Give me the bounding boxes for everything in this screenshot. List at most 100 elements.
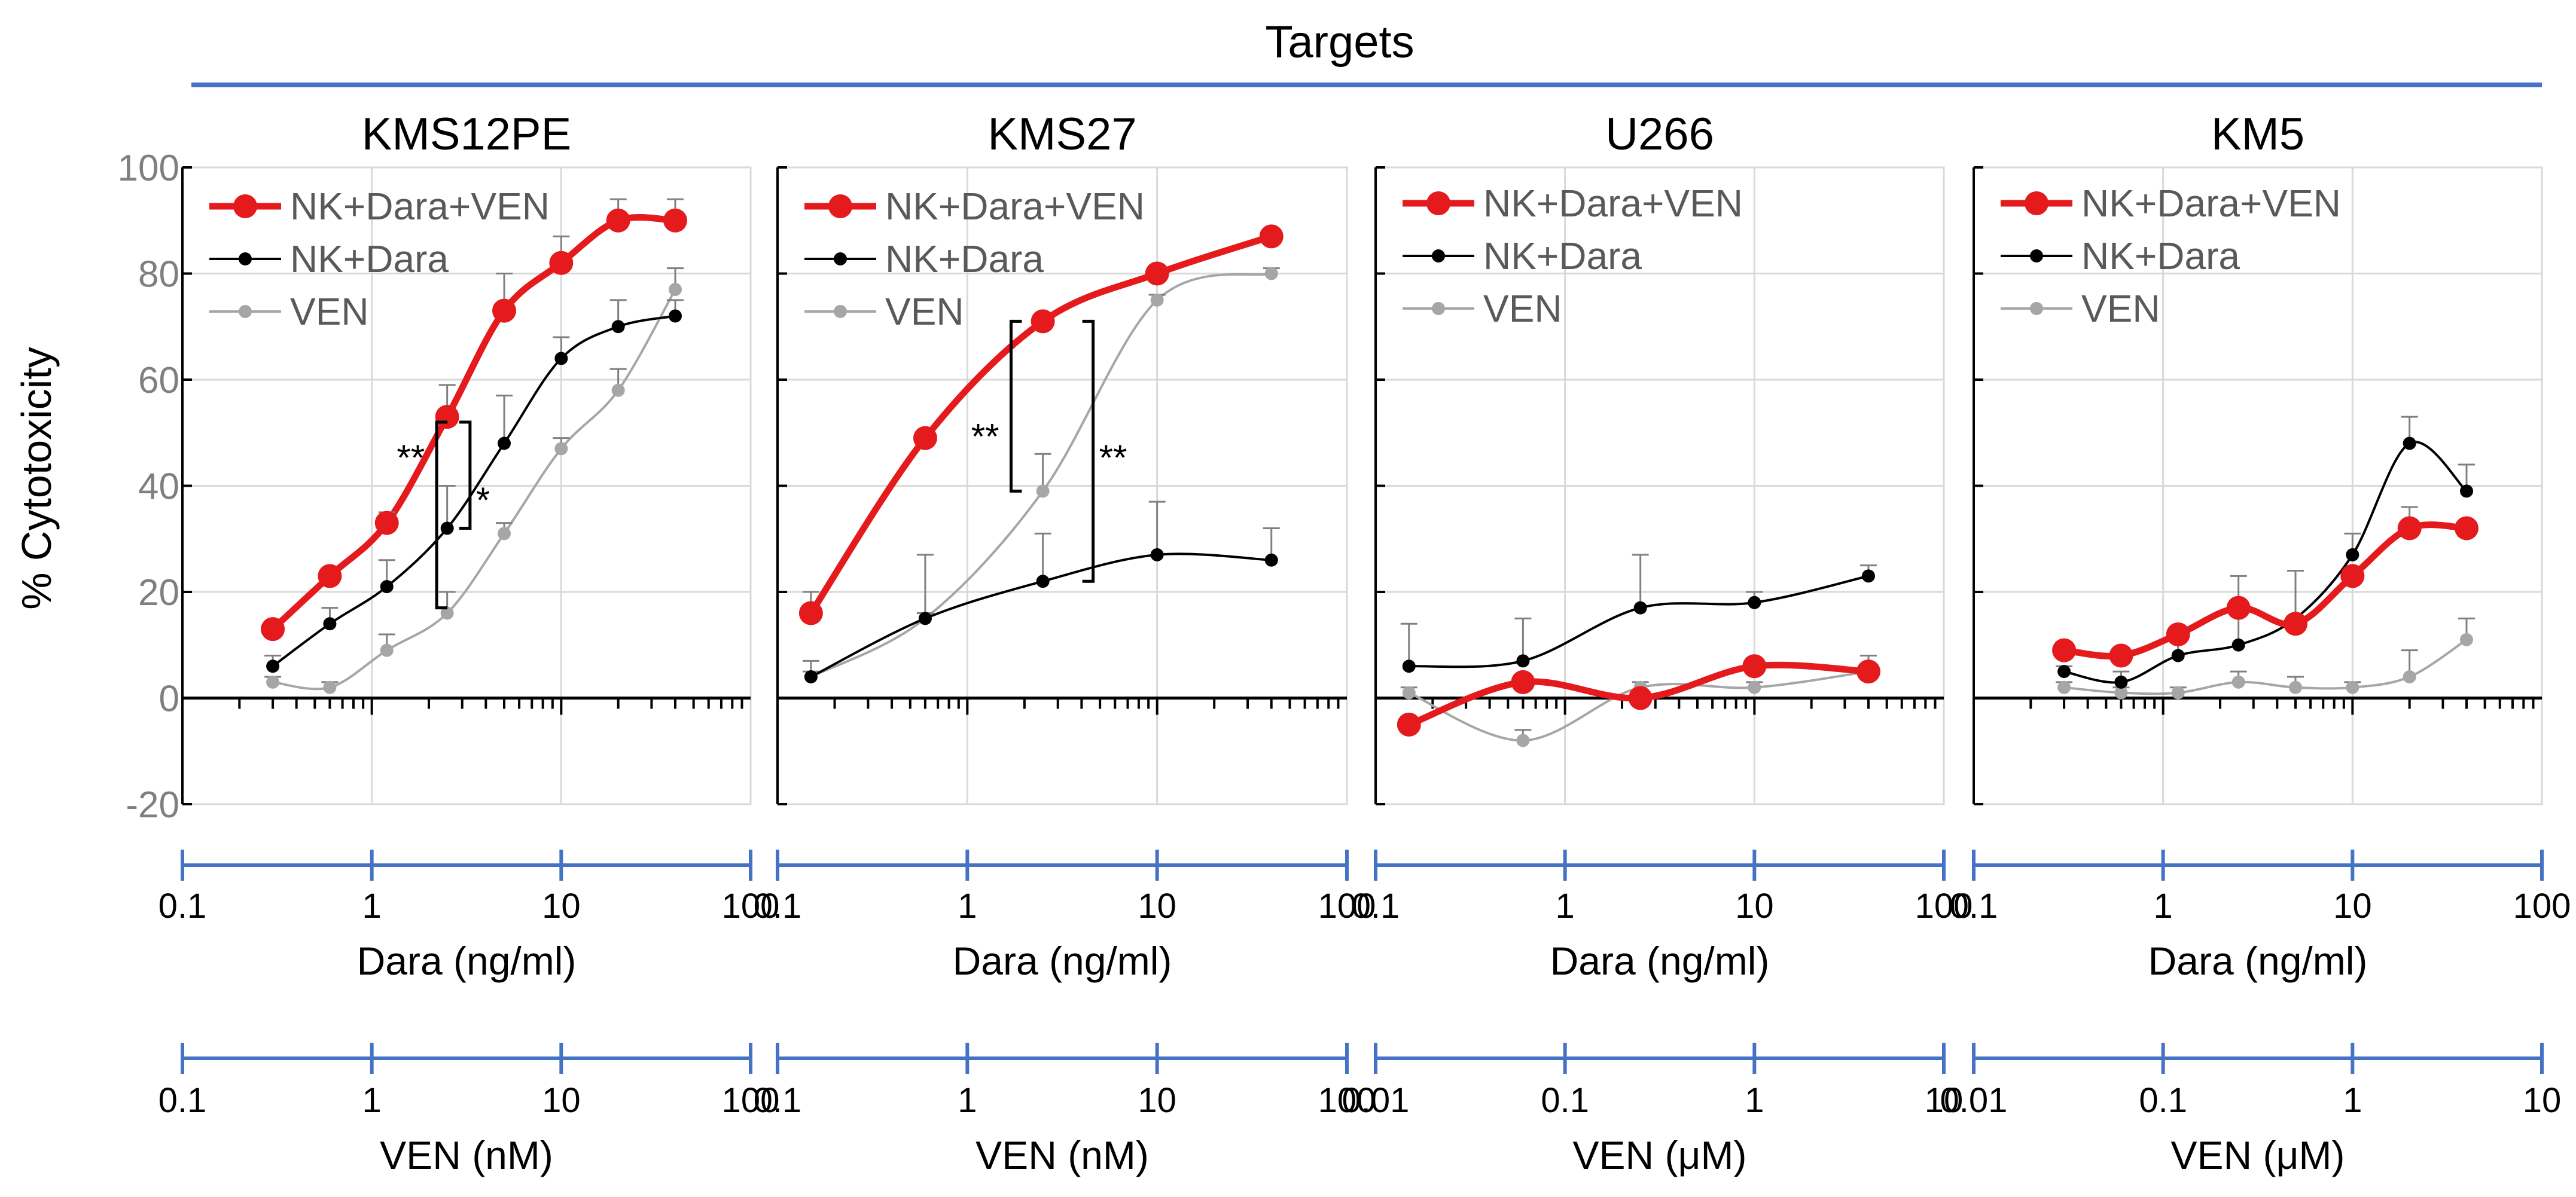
y-tick-label: 100 <box>118 148 179 189</box>
ven-axis: 0.01 0.1 1 10 VEN (μM) <box>1940 1043 2561 1177</box>
axis-tick-label: 1 <box>2343 1081 2362 1120</box>
significance-annotations: ** ** <box>971 319 1127 583</box>
axis-tick-label: 100 <box>2513 887 2571 926</box>
data-point <box>2454 516 2479 541</box>
data-point <box>440 521 454 535</box>
data-point <box>266 659 280 673</box>
axis-tick-label: 10 <box>1138 887 1176 926</box>
data-point <box>2403 436 2416 450</box>
data-point <box>2171 649 2185 662</box>
data-point <box>2346 548 2359 561</box>
data-point <box>498 436 511 450</box>
data-point <box>374 511 399 535</box>
y-tick-label: 40 <box>138 466 179 508</box>
legend: NK+Dara+VEN NK+Dara VEN <box>804 185 1145 333</box>
axis-tick-label: 100 <box>1318 887 1376 926</box>
series-line-nk-dara-ven <box>808 233 1273 615</box>
data-point <box>2403 670 2416 683</box>
data-point <box>492 298 517 323</box>
legend-label: NK+Dara <box>2081 234 2240 277</box>
data-point <box>1402 686 1416 700</box>
ven-axis: 0.1 1 10 100 VEN (nM) <box>158 1043 779 1177</box>
data-point <box>1748 680 1761 694</box>
data-point <box>2109 643 2133 668</box>
panel-title: KMS27 <box>987 109 1136 160</box>
data-point <box>2114 686 2128 700</box>
data-point <box>1150 548 1164 561</box>
data-point <box>1628 686 1653 710</box>
data-point <box>1264 267 1278 280</box>
axis-tick-label: 10 <box>1735 887 1774 926</box>
data-point <box>1036 484 1050 498</box>
legend-label: VEN <box>290 290 369 333</box>
data-point <box>2226 596 2251 620</box>
data-point <box>2166 622 2190 646</box>
data-point <box>1259 224 1284 249</box>
data-point <box>663 208 687 233</box>
series-ven <box>802 267 1280 683</box>
legend-swatch-marker <box>233 194 257 218</box>
axis-tick-label: 0.1 <box>158 887 207 926</box>
data-point <box>2346 680 2359 694</box>
axis-tick-label: 10 <box>1925 1081 1964 1120</box>
data-point <box>2057 665 2071 679</box>
ven-axis: 0.1 1 10 100 VEN (nM) <box>754 1043 1376 1177</box>
legend-label: NK+Dara+VEN <box>885 185 1145 228</box>
data-point <box>440 606 454 620</box>
axis-title: Dara (ng/ml) <box>357 939 577 983</box>
y-tick-label: 0 <box>159 679 179 720</box>
legend-label: NK+Dara <box>290 237 449 280</box>
series-nk-dara-ven <box>2052 506 2479 668</box>
data-point <box>435 405 459 429</box>
ven-axis: 0.01 0.1 1 10 VEN (μM) <box>1342 1043 1964 1177</box>
data-point <box>323 680 337 694</box>
data-point <box>2340 564 2365 588</box>
data-point <box>1397 712 1421 737</box>
data-point <box>380 580 394 594</box>
y-tick-label: -20 <box>126 784 179 826</box>
significance-label: ** <box>397 438 425 478</box>
axis-tick-label: 1 <box>958 1081 977 1120</box>
series-nk-dara <box>802 500 1280 683</box>
legend: NK+Dara+VEN NK+Dara VEN <box>209 185 550 333</box>
axis-tick-label: 0.1 <box>754 887 802 926</box>
legend-swatch-marker <box>239 252 252 265</box>
legend: NK+Dara+VEN NK+Dara VEN <box>1403 182 1743 330</box>
axis-tick-label: 1 <box>1745 1081 1764 1120</box>
legend-swatch-marker <box>834 252 847 265</box>
data-point <box>261 617 285 642</box>
legend-swatch-marker <box>2030 249 2043 262</box>
series-nk-dara <box>264 299 684 673</box>
data-point <box>1633 601 1647 615</box>
panel-km5: KM5 NK+Dara+VEN NK+Dara VEN 0.1 1 10 100 Dara (n… <box>1940 109 2571 1177</box>
axis-tick-label: 10 <box>2333 887 2372 926</box>
legend: NK+Dara+VEN NK+Dara VEN <box>2001 182 2341 330</box>
data-point <box>606 208 630 233</box>
axis-tick-label: 1 <box>2154 887 2173 926</box>
data-point <box>1031 309 1055 334</box>
series-nk-dara-ven <box>798 224 1284 625</box>
legend-label: VEN <box>1483 287 1562 330</box>
legend-swatch-marker <box>239 305 252 318</box>
data-point <box>1742 654 1767 679</box>
panel-title: KM5 <box>2211 109 2304 160</box>
series-line-nk-dara <box>1409 575 1869 668</box>
data-point <box>549 251 574 275</box>
data-point <box>2114 675 2128 689</box>
axis-tick-label: 1 <box>958 887 977 926</box>
axis-title: VEN (μM) <box>1572 1133 1746 1177</box>
data-point <box>1036 575 1050 588</box>
axis-title: VEN (nM) <box>380 1133 553 1177</box>
bracket <box>459 420 472 530</box>
data-point <box>804 670 818 683</box>
data-point <box>554 442 568 456</box>
legend-label: NK+Dara <box>885 237 1044 280</box>
axis-title: Dara (ng/ml) <box>953 939 1172 983</box>
axis-tick-label: 0.1 <box>1541 1081 1589 1120</box>
legend-label: VEN <box>2081 287 2160 330</box>
data-point <box>380 643 394 657</box>
y-axis-ticks: 100 80 60 40 20 0 -20 <box>118 148 179 826</box>
data-point <box>611 320 625 334</box>
